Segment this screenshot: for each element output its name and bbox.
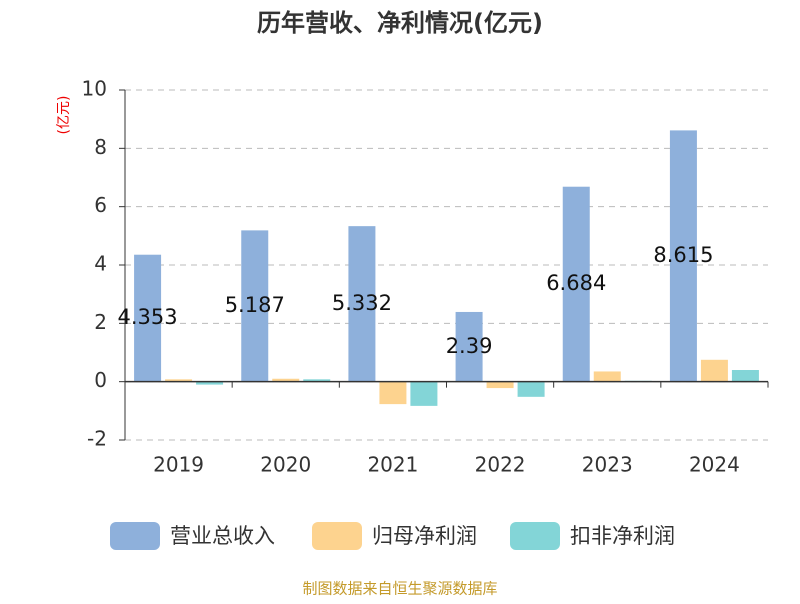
x-tick-label: 2022	[475, 453, 526, 477]
bar	[196, 381, 224, 385]
bar	[272, 378, 300, 382]
y-axis-label: (亿元)	[56, 96, 72, 135]
legend-label: 归母净利润	[372, 524, 477, 548]
bar	[593, 371, 621, 382]
legend-label: 扣非净利润	[570, 524, 675, 548]
y-tick-label: 8	[94, 135, 107, 159]
bar	[731, 370, 759, 382]
legend-swatch	[312, 522, 362, 550]
bar	[348, 226, 376, 382]
bar	[562, 186, 590, 382]
y-tick-label: 0	[94, 368, 107, 392]
data-label: 5.187	[225, 293, 285, 317]
bar	[669, 130, 697, 382]
x-tick-label: 2020	[260, 453, 311, 477]
bar	[410, 381, 438, 406]
data-label: 5.332	[332, 291, 392, 315]
bar	[517, 381, 545, 397]
x-tick-label: 2019	[153, 453, 204, 477]
bar	[486, 381, 514, 389]
chart-title: 历年营收、净利情况(亿元)	[257, 9, 543, 37]
y-tick-label: 10	[82, 77, 107, 101]
bar	[134, 254, 162, 382]
y-tick-label: -2	[87, 427, 107, 451]
bar	[379, 381, 407, 405]
x-tick-label: 2021	[367, 453, 418, 477]
data-label: 6.684	[546, 271, 606, 295]
x-tick-label: 2024	[689, 453, 740, 477]
x-tick-label: 2023	[582, 453, 633, 477]
data-label: 2.39	[446, 334, 493, 358]
bar	[455, 311, 483, 382]
data-label: 4.353	[118, 305, 178, 329]
legend-label: 营业总收入	[170, 524, 275, 548]
legend-swatch	[510, 522, 560, 550]
legend-swatch	[110, 522, 160, 550]
bar	[165, 379, 193, 382]
source-note: 制图数据来自恒生聚源数据库	[302, 580, 497, 598]
bar	[700, 359, 728, 382]
y-tick-label: 4	[94, 252, 107, 276]
data-label: 8.615	[653, 243, 713, 267]
bar	[303, 379, 331, 382]
y-tick-label: 6	[94, 193, 107, 217]
bar	[241, 230, 269, 382]
y-tick-label: 2	[94, 310, 107, 334]
